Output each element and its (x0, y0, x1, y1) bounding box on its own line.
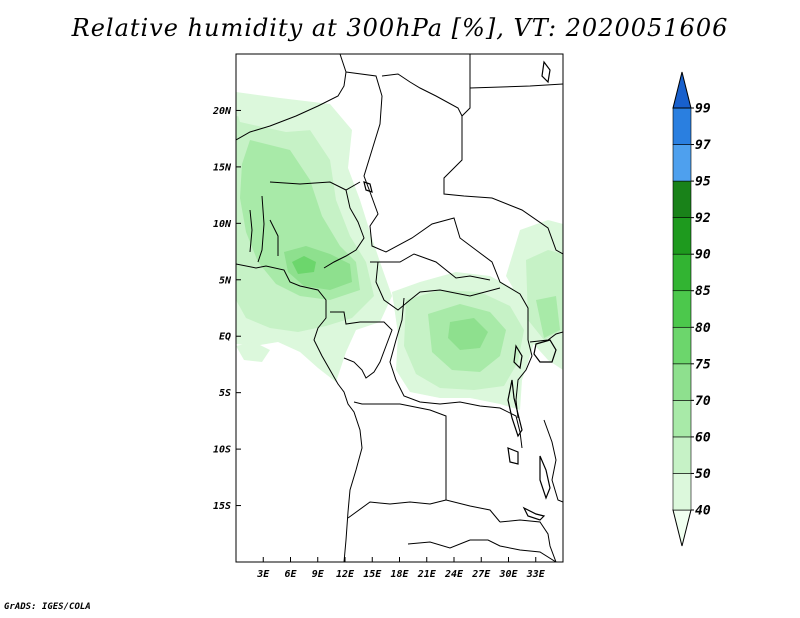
colorbar-bin (672, 509, 692, 547)
country-borders (236, 54, 563, 562)
border-line (236, 54, 347, 141)
humidity-area-west-5 (292, 256, 316, 274)
humidity-area-southwest (236, 342, 270, 362)
x-tick-label: 15E (363, 569, 382, 580)
x-tick-label: 24E (444, 569, 464, 580)
y-tick-label: 5S (219, 388, 231, 399)
colorbar-bin (672, 107, 692, 145)
y-tick-label: 20N (212, 106, 232, 117)
x-axis-ticks: 3E 6E 9E 12E 15E 18E 21E 24E 27E 30E 33E (256, 557, 546, 580)
colorbar-label: 70 (695, 394, 711, 409)
x-tick-label: 30E (498, 569, 518, 580)
map-title: Relative humidity at 300hPa [%], VT: 202… (71, 14, 729, 42)
lakes (363, 60, 557, 521)
colorbar-label: 92 (695, 211, 711, 226)
x-tick-label: 27E (471, 569, 491, 580)
colorbar-bin (672, 400, 692, 438)
x-tick-label: 21E (417, 569, 437, 580)
colorbar-label: 99 (695, 102, 711, 117)
x-tick-label: 18E (390, 569, 409, 580)
border-line (499, 519, 557, 562)
border-line (330, 311, 393, 379)
y-tick-label: 5N (219, 275, 232, 286)
humidity-shading (236, 92, 563, 410)
colorbar-label: 90 (695, 248, 711, 263)
lake-malawi (539, 455, 551, 500)
colorbar: 40 50 60 70 75 80 85 90 92 95 97 99 (672, 71, 711, 547)
x-tick-label: 3E (256, 569, 270, 580)
border-line (269, 219, 279, 256)
lake-kariba (522, 506, 546, 521)
colorbar-label: 50 (695, 467, 711, 482)
border-line (269, 181, 361, 191)
y-tick-label: 10S (213, 445, 231, 456)
border-line (407, 539, 471, 549)
colorbar-bin (672, 253, 692, 292)
border-line (515, 339, 533, 419)
colorbar-bin (672, 473, 692, 511)
lake-tanganyika (507, 379, 523, 438)
humidity-area-central-4 (448, 318, 488, 350)
colorbar-label: 80 (695, 321, 711, 336)
y-tick-label: EQ (219, 332, 231, 343)
colorbar-bin (672, 363, 692, 401)
border-line (375, 261, 501, 311)
border-line (470, 539, 557, 562)
x-tick-label: 9E (312, 569, 325, 580)
colorbar-label: 85 (695, 284, 711, 299)
border-line (323, 189, 365, 269)
border-line (353, 401, 501, 523)
x-tick-label: 6E (284, 569, 297, 580)
y-tick-label: 15N (213, 162, 232, 173)
lake-victoria (533, 339, 557, 363)
border-line (529, 331, 563, 343)
lake-mweru (507, 447, 519, 465)
colorbar-bin (672, 71, 692, 109)
lake-turkana (541, 60, 551, 84)
y-axis-ticks: 20N 15N 10N 5N EQ 5S 10S 15S (212, 106, 241, 512)
colorbar-label: 40 (695, 504, 711, 519)
colorbar-label: 75 (695, 357, 711, 372)
border-line (257, 195, 265, 263)
border-line (543, 419, 563, 503)
y-tick-label: 10N (213, 219, 232, 230)
credit-label: GrADS: IGES/COLA (4, 602, 91, 612)
colorbar-bin (672, 180, 692, 218)
border-line (443, 54, 563, 255)
humidity-area-north (236, 100, 314, 132)
border-line (345, 71, 529, 340)
humidity-area-west-4 (284, 246, 352, 290)
border-line (370, 253, 491, 281)
colorbar-bin (672, 217, 692, 255)
border-line (469, 83, 563, 89)
border-line (381, 73, 463, 117)
x-tick-label: 33E (526, 569, 546, 580)
colorbar-label: 60 (695, 430, 711, 445)
x-tick-label: 12E (336, 569, 355, 580)
lake-chad (363, 181, 373, 193)
border-line (389, 297, 523, 449)
y-tick-label: 15S (213, 501, 231, 512)
colorbar-bin (672, 144, 692, 182)
humidity-area-east-3 (536, 296, 560, 338)
border-line (249, 209, 253, 253)
colorbar-bin (672, 290, 692, 328)
lake-albert (513, 344, 523, 370)
border-line (347, 499, 447, 519)
colorbar-label: 95 (695, 175, 711, 190)
colorbar-bin (672, 436, 692, 474)
border-line (236, 263, 363, 562)
colorbar-bin (672, 326, 692, 365)
colorbar-label: 97 (695, 138, 711, 153)
